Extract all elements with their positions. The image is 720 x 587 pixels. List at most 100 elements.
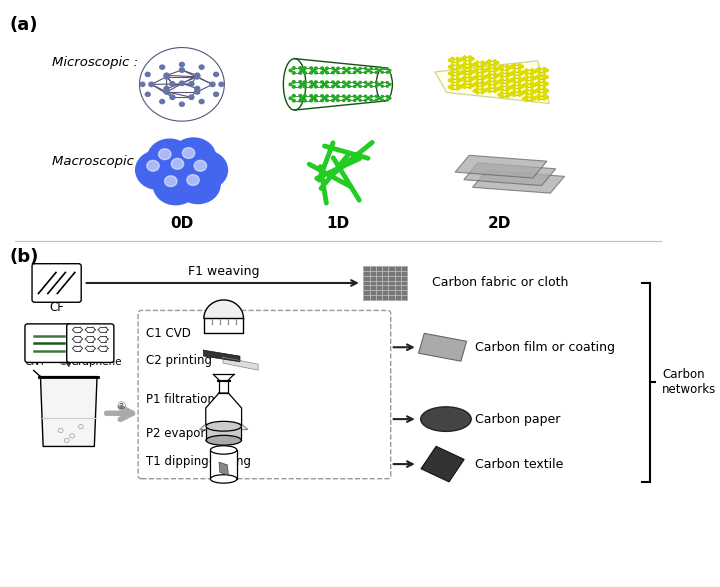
Circle shape xyxy=(375,82,377,83)
Circle shape xyxy=(354,81,356,83)
Circle shape xyxy=(518,84,521,86)
Circle shape xyxy=(364,68,366,69)
Ellipse shape xyxy=(206,421,241,431)
Circle shape xyxy=(303,81,306,83)
Circle shape xyxy=(313,69,316,72)
Ellipse shape xyxy=(210,446,237,454)
Text: C2 printing: C2 printing xyxy=(146,354,212,367)
Text: C1 CVD: C1 CVD xyxy=(146,327,191,340)
Circle shape xyxy=(500,82,503,84)
Circle shape xyxy=(219,82,224,86)
Circle shape xyxy=(531,76,534,78)
Circle shape xyxy=(538,87,541,90)
Text: Carbon film or coating: Carbon film or coating xyxy=(475,340,615,354)
Circle shape xyxy=(183,151,228,189)
Polygon shape xyxy=(472,170,564,193)
Circle shape xyxy=(337,81,339,83)
Circle shape xyxy=(485,82,488,84)
Bar xyxy=(210,450,237,479)
Circle shape xyxy=(194,86,199,91)
Polygon shape xyxy=(455,156,547,178)
Circle shape xyxy=(147,160,159,171)
Circle shape xyxy=(310,86,312,88)
Circle shape xyxy=(150,163,166,177)
Circle shape xyxy=(165,176,177,187)
Circle shape xyxy=(343,99,345,102)
Circle shape xyxy=(451,87,454,90)
Circle shape xyxy=(526,86,528,88)
Text: CNT: CNT xyxy=(24,357,46,367)
Circle shape xyxy=(378,83,380,85)
Circle shape xyxy=(289,69,292,72)
Circle shape xyxy=(299,99,302,102)
Circle shape xyxy=(510,79,513,81)
Circle shape xyxy=(379,83,381,85)
Circle shape xyxy=(518,90,521,93)
Circle shape xyxy=(370,82,372,83)
Circle shape xyxy=(473,83,476,86)
Circle shape xyxy=(476,68,479,70)
Circle shape xyxy=(523,84,526,86)
Circle shape xyxy=(531,92,534,95)
Circle shape xyxy=(531,79,534,82)
Circle shape xyxy=(332,81,334,83)
Circle shape xyxy=(191,157,220,183)
Circle shape xyxy=(292,86,295,88)
FancyBboxPatch shape xyxy=(32,264,81,302)
Circle shape xyxy=(513,94,516,96)
Circle shape xyxy=(164,73,169,77)
Circle shape xyxy=(505,92,508,95)
Circle shape xyxy=(320,95,323,97)
Circle shape xyxy=(381,96,383,97)
Text: Carbon
networks: Carbon networks xyxy=(662,368,716,396)
FancyBboxPatch shape xyxy=(138,311,391,478)
Circle shape xyxy=(543,77,546,80)
Circle shape xyxy=(315,95,318,97)
Circle shape xyxy=(518,67,521,69)
Circle shape xyxy=(456,60,459,63)
Circle shape xyxy=(531,82,534,85)
Circle shape xyxy=(348,95,351,97)
Text: ②: ② xyxy=(117,401,126,411)
Circle shape xyxy=(493,90,496,92)
Circle shape xyxy=(481,81,484,84)
Circle shape xyxy=(513,77,516,80)
Circle shape xyxy=(505,79,508,81)
Circle shape xyxy=(496,75,499,77)
Circle shape xyxy=(469,79,472,82)
Circle shape xyxy=(464,66,467,69)
Circle shape xyxy=(214,92,218,96)
Circle shape xyxy=(476,61,479,63)
Circle shape xyxy=(508,73,511,76)
Circle shape xyxy=(498,80,501,83)
Circle shape xyxy=(359,85,361,87)
Polygon shape xyxy=(40,377,97,447)
Circle shape xyxy=(367,69,370,72)
Circle shape xyxy=(538,84,541,87)
Circle shape xyxy=(168,178,184,192)
Circle shape xyxy=(531,89,534,92)
Circle shape xyxy=(505,82,508,84)
Circle shape xyxy=(332,67,334,69)
Circle shape xyxy=(521,92,523,95)
Circle shape xyxy=(325,99,328,102)
Text: 0D: 0D xyxy=(171,216,194,231)
Circle shape xyxy=(189,95,194,99)
Circle shape xyxy=(332,99,334,102)
Circle shape xyxy=(500,65,503,68)
Circle shape xyxy=(526,89,528,92)
Circle shape xyxy=(533,77,536,80)
Circle shape xyxy=(500,85,503,87)
Circle shape xyxy=(389,97,391,99)
Circle shape xyxy=(543,84,546,87)
Circle shape xyxy=(302,97,305,99)
Text: Carbon paper: Carbon paper xyxy=(475,413,560,426)
Circle shape xyxy=(476,71,479,73)
Circle shape xyxy=(500,75,503,77)
Circle shape xyxy=(513,70,516,73)
Circle shape xyxy=(375,95,377,97)
Circle shape xyxy=(488,66,491,69)
Circle shape xyxy=(546,69,549,72)
Circle shape xyxy=(456,87,459,90)
Circle shape xyxy=(485,88,488,91)
